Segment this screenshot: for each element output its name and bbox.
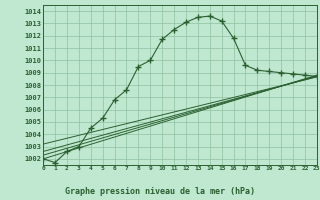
Text: Graphe pression niveau de la mer (hPa): Graphe pression niveau de la mer (hPa) bbox=[65, 186, 255, 196]
